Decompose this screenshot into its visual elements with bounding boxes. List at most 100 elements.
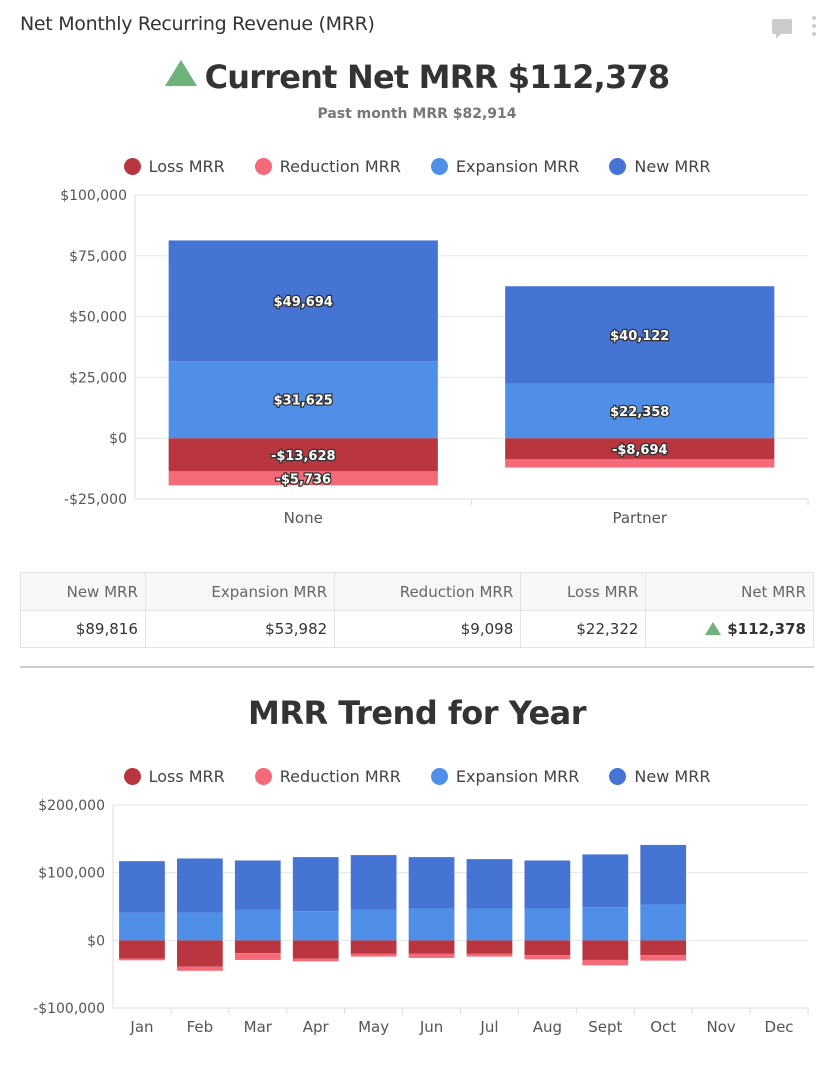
bar-expansion-mrr [408,908,455,941]
cell-expansion: $53,982 [144,610,336,648]
new-dot-icon [609,158,627,175]
loss-dot-icon [123,768,141,785]
col-header: Reduction MRR [334,572,522,611]
bar-expansion-mrr [292,911,339,941]
x-tick-label: Dec [765,1018,794,1036]
bar-loss-mrr [408,940,455,954]
new-dot-icon [609,768,627,785]
x-tick-label: Apr [303,1018,330,1036]
legend-bottom: Loss MRR Reduction MRR Expansion MRR New… [0,767,834,786]
bar-reduction-mrr [234,953,281,960]
data-label: -$8,694 [612,443,668,458]
bar-loss-mrr [582,940,629,960]
bar-expansion-mrr [524,908,571,941]
y-tick-label: $75,000 [69,249,127,265]
bar-reduction-mrr [119,958,165,961]
bar-reduction-mrr [168,471,438,486]
bar-expansion-mrr [168,361,438,439]
x-tick-label: Sept [588,1018,622,1036]
bar-loss-mrr [119,940,165,959]
bar-reduction-mrr [176,966,223,971]
x-tick-label: Jan [129,1018,153,1036]
data-label: -$13,628 [271,449,336,464]
data-label: $40,122 [610,329,669,344]
bar-new-mrr [582,854,629,908]
up-arrow-icon [164,60,197,86]
y-tick-label: $0 [109,431,127,447]
bar-loss-mrr [640,940,687,956]
bar-new-mrr [176,858,223,913]
legend-reduction[interactable]: Reduction MRR [254,767,401,786]
cell-new: $89,816 [20,610,146,648]
x-tick-label: Partner [612,509,667,527]
legend-label: Loss MRR [148,767,225,786]
bar-loss-mrr [168,438,438,472]
bar-new-mrr [640,844,687,905]
col-header: Expansion MRR [144,572,336,611]
bar-loss-mrr [234,940,281,954]
x-tick-label: Oct [650,1018,676,1036]
net-value: $112,378 [727,620,806,638]
bar-expansion-mrr [466,908,513,941]
bar-reduction-mrr [292,958,339,962]
bar-expansion-mrr [234,909,281,941]
legend-loss[interactable]: Loss MRR [123,767,225,786]
subheadline: Past month MRR $82,914 [317,106,517,122]
bar-new-mrr [505,286,775,384]
col-header: Loss MRR [520,572,647,611]
bar-reduction-mrr [350,953,397,957]
comment-icon[interactable] [772,18,792,39]
legend-label: Loss MRR [148,157,225,176]
legend-new[interactable]: New MRR [609,157,710,176]
bar-loss-mrr [292,940,339,959]
y-tick-label: $25,000 [69,370,127,386]
headline: Current Net MRR $112,378 [0,58,834,96]
divider [20,666,814,668]
x-tick-label: Aug [533,1018,562,1036]
x-tick-label: Jun [419,1018,443,1036]
headline-text: Current Net MRR $112,378 [204,58,671,96]
more-options-icon[interactable] [812,16,816,36]
bar-reduction-mrr [408,953,455,958]
legend-loss[interactable]: Loss MRR [123,157,225,176]
data-label: $49,694 [274,295,333,310]
reduction-dot-icon [254,768,272,785]
col-header: Net MRR [645,572,814,611]
legend-label: New MRR [634,767,711,786]
x-tick-label: Nov [706,1018,735,1036]
bar-reduction-mrr [582,959,629,966]
bar-reduction-mrr [524,955,571,960]
data-label: $31,625 [274,394,333,409]
bar-expansion-mrr [119,912,165,941]
legend-new[interactable]: New MRR [609,767,710,786]
mrr-summary-table: New MRR Expansion MRR Reduction MRR Loss… [20,572,814,648]
x-tick-label: Mar [244,1018,273,1036]
legend-label: Reduction MRR [279,767,401,786]
bar-reduction-mrr [640,955,687,961]
bar-reduction-mrr [466,953,513,957]
bar-new-mrr [168,240,438,362]
bar-expansion-mrr [350,909,397,941]
legend-label: Expansion MRR [455,157,580,176]
legend-top: Loss MRR Reduction MRR Expansion MRR New… [0,157,834,176]
bar-new-mrr [292,857,339,912]
legend-reduction[interactable]: Reduction MRR [254,157,401,176]
loss-dot-icon [123,158,141,175]
bar-new-mrr [234,860,281,910]
bar-expansion-mrr [505,383,775,439]
y-tick-label: -$25,000 [64,492,127,508]
cell-loss: $22,322 [520,610,647,648]
x-tick-label: May [358,1018,389,1036]
legend-expansion[interactable]: Expansion MRR [430,157,580,176]
bar-new-mrr [350,855,397,910]
legend-expansion[interactable]: Expansion MRR [430,767,579,786]
bar-expansion-mrr [582,907,629,941]
y-tick-label: $50,000 [69,310,127,326]
data-label: $22,358 [610,405,669,420]
mrr-breakdown-chart: $100,000 $75,000 $50,000 $25,000 $0 -$25,000 N… [60,188,809,527]
up-arrow-icon [705,622,722,635]
bar-new-mrr [466,859,513,909]
bar-loss-mrr [466,940,513,954]
